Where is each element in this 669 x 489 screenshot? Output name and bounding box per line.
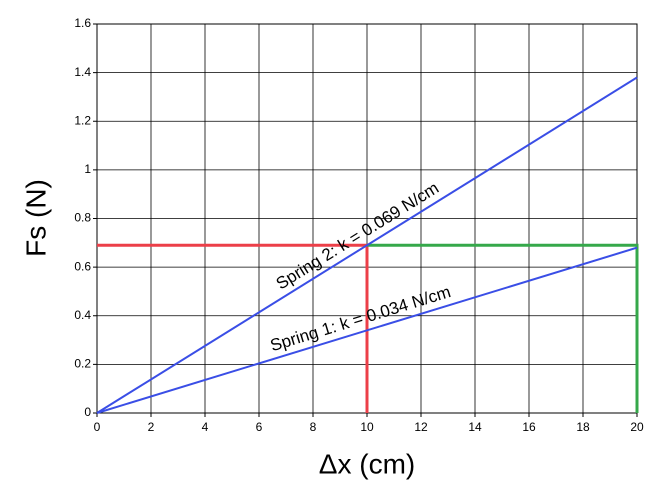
x-tick-label: 0 <box>94 420 101 434</box>
x-tick-label: 4 <box>202 420 209 434</box>
x-tick-label: 18 <box>576 420 590 434</box>
x-tick-label: 12 <box>414 420 428 434</box>
y-tick-label: 1.4 <box>74 65 91 79</box>
y-tick-label: 0.8 <box>74 211 91 225</box>
x-tick-label: 8 <box>310 420 317 434</box>
x-tick-label: 6 <box>256 420 263 434</box>
guide-line <box>367 243 639 413</box>
data-line <box>96 246 638 414</box>
y-axis-label: Fs (N) <box>20 179 51 257</box>
x-tick-label: 20 <box>630 420 644 434</box>
annotation: Spring 1: k = 0.034 N/cm <box>268 282 453 355</box>
y-tick-label: 0.6 <box>74 259 91 273</box>
y-tick-label: 1.2 <box>74 113 91 127</box>
x-tick-label: 2 <box>148 420 155 434</box>
x-axis-label: Δx (cm) <box>319 448 415 479</box>
x-tick-label: 14 <box>468 420 482 434</box>
y-tick-label: 1 <box>84 162 91 176</box>
x-tick-label: 10 <box>360 420 374 434</box>
y-tick-label: 0 <box>84 405 91 419</box>
x-tick-label: 16 <box>522 420 536 434</box>
data-line <box>96 76 638 414</box>
y-tick-label: 0.4 <box>74 308 91 322</box>
y-tick-label: 1.6 <box>74 16 91 30</box>
y-tick-label: 0.2 <box>74 357 91 371</box>
annotation: Spring 2: k = 0.069 N/cm <box>273 178 442 293</box>
